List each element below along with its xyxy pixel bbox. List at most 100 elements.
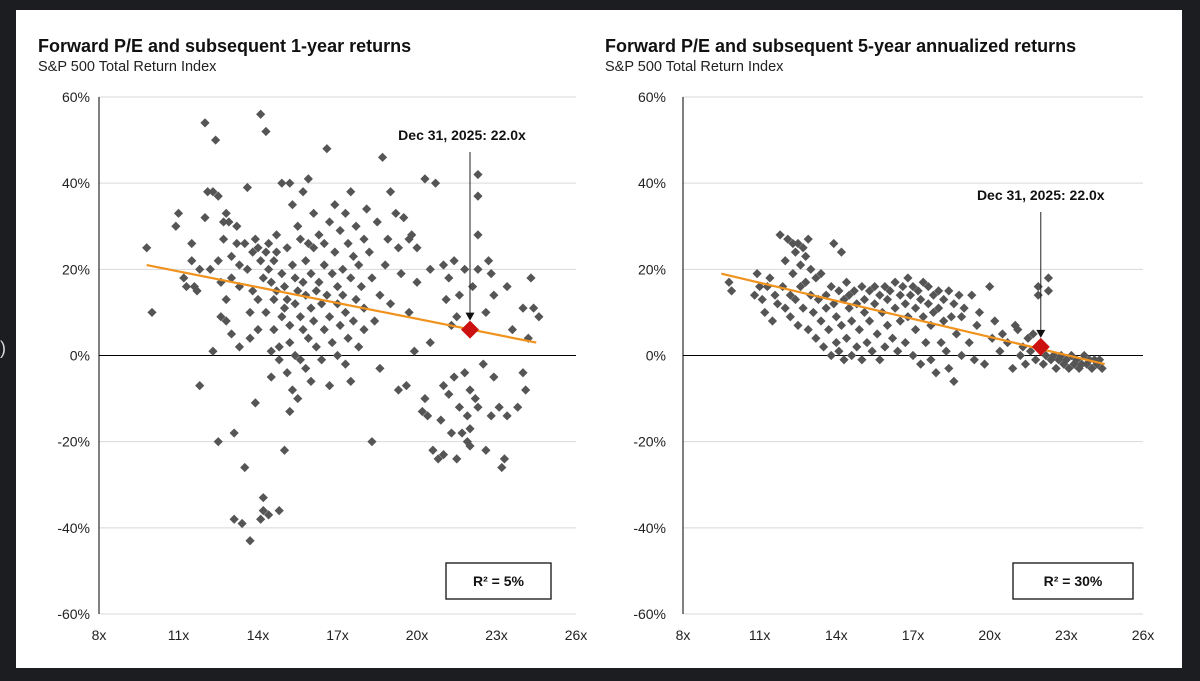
data-point (790, 247, 801, 257)
data-point (918, 277, 928, 287)
data-point (356, 281, 366, 292)
data-point (872, 329, 882, 339)
data-point (895, 316, 905, 326)
data-point (359, 234, 369, 244)
data-point (870, 281, 880, 292)
r2-box (1012, 562, 1134, 600)
data-point (818, 342, 829, 352)
data-point (258, 493, 268, 503)
data-point (195, 264, 205, 274)
data-point (330, 247, 340, 257)
data-point (195, 381, 205, 391)
data-point (905, 290, 916, 300)
data-point (306, 303, 316, 313)
data-point (489, 290, 499, 300)
data-point (245, 307, 255, 318)
data-point (780, 303, 790, 313)
data-point (979, 359, 990, 369)
y-tick-label: 20% (62, 261, 90, 277)
data-point (351, 294, 361, 305)
data-point (147, 307, 157, 318)
data-point (399, 213, 409, 223)
data-point (841, 277, 852, 287)
data-point (839, 294, 849, 305)
data-point (317, 355, 327, 365)
data-point (213, 191, 223, 201)
data-point (277, 178, 287, 188)
data-point (224, 217, 234, 227)
data-point (921, 337, 931, 348)
data-point (319, 325, 329, 335)
data-point (383, 234, 393, 244)
data-point (423, 411, 433, 421)
data-point (271, 230, 282, 240)
data-point (969, 355, 979, 365)
data-point (864, 316, 875, 326)
scatter-chart-5-year: -60% -40% -20% 0% 20% 40% 60% 8x 11x 14x 17x 20x 23x… (633, 89, 1155, 643)
data-point (346, 187, 356, 197)
chart-title-right: Forward P/E and subsequent 5-year annual… (605, 36, 1077, 56)
chart-title-left: Forward P/E and subsequent 1-year return… (38, 36, 412, 56)
data-point (939, 316, 949, 326)
data-point (425, 264, 435, 274)
data-point (1018, 342, 1028, 352)
data-point (875, 290, 885, 300)
data-point (359, 325, 369, 335)
data-point (770, 290, 780, 300)
data-point (216, 277, 226, 287)
data-point (795, 281, 806, 292)
data-point (468, 281, 478, 292)
data-point (521, 385, 531, 395)
data-point (893, 346, 903, 356)
data-point (261, 247, 271, 257)
data-point (526, 273, 536, 283)
y-tick-label: -20% (633, 434, 666, 450)
data-point (404, 234, 414, 244)
data-point (173, 208, 184, 218)
y-tick-label: 60% (638, 89, 666, 105)
data-point (857, 281, 867, 292)
data-point (412, 277, 422, 287)
data-point (266, 372, 276, 382)
data-point (494, 402, 504, 412)
data-point (293, 221, 303, 231)
data-point (187, 256, 197, 266)
scatter-chart-1-year: -60% -40% -20% 0% 20% 40% 60% 8x 11x 14x 17x 20x 23x… (57, 89, 587, 643)
data-point (985, 281, 995, 292)
data-point (420, 393, 430, 404)
data-point (834, 286, 844, 296)
data-point (295, 312, 305, 322)
data-point (900, 337, 910, 348)
data-point (324, 381, 335, 391)
data-point (293, 393, 303, 404)
data-point (497, 462, 507, 473)
data-point (332, 350, 343, 361)
data-point (956, 350, 967, 361)
data-point (949, 376, 959, 386)
data-point (271, 247, 282, 257)
data-point (253, 294, 263, 305)
data-point (518, 368, 528, 378)
data-point (232, 238, 242, 249)
data-point (314, 277, 324, 287)
data-point (452, 454, 462, 464)
x-tick-label: 26x (1132, 627, 1155, 643)
data-point (1064, 363, 1074, 374)
data-point (367, 437, 377, 447)
data-point (867, 346, 877, 356)
data-point (1025, 346, 1036, 356)
y-tick-label: 0% (646, 348, 666, 364)
data-point (1038, 359, 1048, 369)
data-point (836, 320, 847, 330)
data-point (279, 303, 290, 313)
data-point (335, 225, 345, 236)
r2-label: R² = 30% (1044, 573, 1103, 589)
data-point (1074, 363, 1084, 374)
data-point (282, 368, 292, 378)
data-point (936, 337, 946, 348)
data-point (266, 277, 276, 287)
data-point (949, 299, 959, 309)
data-point (303, 174, 313, 184)
data-point (240, 462, 250, 473)
data-point (895, 290, 905, 300)
